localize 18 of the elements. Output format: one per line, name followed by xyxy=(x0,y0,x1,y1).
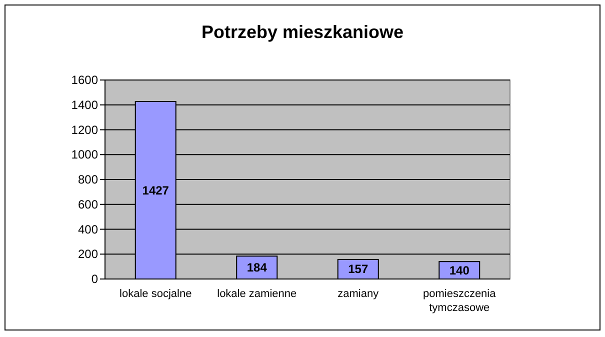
data-label: 184 xyxy=(246,260,268,275)
x-tick-label: zamiany xyxy=(338,288,380,300)
y-tick-label: 0 xyxy=(91,272,98,286)
x-tick-label: pomieszczenia tymczasowe xyxy=(422,288,497,314)
y-tick-label: 800 xyxy=(78,172,98,186)
y-tick-label: 1000 xyxy=(71,148,98,162)
y-tick-label: 1400 xyxy=(71,98,98,112)
chart-title: Potrzeby mieszkaniowe xyxy=(201,22,404,42)
y-tick-label: 400 xyxy=(78,222,98,236)
data-label: 1427 xyxy=(142,183,170,198)
y-tick-label: 1600 xyxy=(71,73,98,87)
y-tick-label: 200 xyxy=(78,247,98,262)
y-tick-label: 1200 xyxy=(71,122,98,137)
data-label: 140 xyxy=(449,263,470,278)
x-tick-label: lokale socjalne xyxy=(120,288,192,300)
data-label: 157 xyxy=(348,262,368,276)
x-tick-label: lokale zamienne xyxy=(217,288,297,300)
y-tick-label: 600 xyxy=(78,197,98,212)
